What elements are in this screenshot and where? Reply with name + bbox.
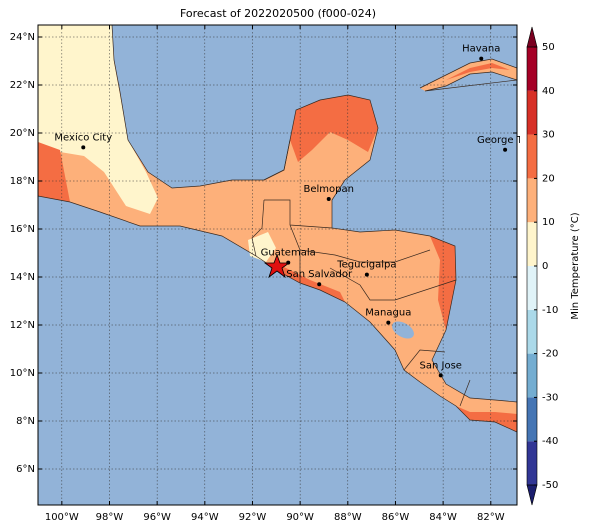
place-marker [326,197,331,201]
colorbar-tick-label: -10 [542,305,558,316]
y-tick-label: 20°N [10,128,35,139]
place-label: Havana [462,44,500,55]
colorbar-segment [527,134,537,179]
x-tick-label: 100°W [45,512,79,523]
place-label: Managua [365,308,411,319]
colorbar-segment [527,90,537,135]
x-tick-label: 90°W [286,512,314,523]
x-tick-label: 98°W [96,512,124,523]
colorbar: -50 -40 -30 -20 -10 0 10 20 30 40 50 Min Temperatur… [526,26,581,506]
x-tick-label: 92°W [239,512,267,523]
place-label: Belmopan [304,184,354,195]
place-label: Guatemala [261,248,316,259]
place-marker [386,320,391,325]
warm-region [430,236,456,330]
colorbar-segment [527,178,537,223]
colorbar-tick-label: 40 [542,86,555,97]
place-marker [479,56,484,61]
colorbar-tick-label: 10 [542,217,555,228]
colorbar-segment [527,353,537,398]
x-tick-label: 84°W [429,512,457,523]
colorbar-segment [527,222,537,266]
colorbar-segment [527,309,537,354]
place-marker [81,145,86,150]
colorbar-tick-label: -50 [542,480,558,491]
title: Forecast of 2022020500 (f000-024) [180,7,376,20]
place-marker [438,373,443,378]
highland [38,25,158,214]
colorbar-tick-label: 0 [542,261,548,272]
colorbar-segment [527,266,537,310]
x-tick-label: 96°W [143,512,171,523]
place-label: San Jose [420,360,462,371]
y-tick-label: 8°N [16,416,35,427]
place-label: Mexico City [54,132,112,143]
y-tick-label: 24°N [10,32,35,43]
lake [392,321,414,339]
place-marker [286,260,291,265]
colorbar-tick-label: 30 [542,130,555,141]
star-marker [263,253,291,279]
coastline [38,25,517,433]
colorbar-segment [527,47,537,91]
y-tick-label: 10°N [10,368,35,379]
highland [248,232,276,262]
grid [38,25,517,505]
colorbar-segment [527,397,537,442]
places: Havana Mexico City George Tov Belmopan Guate… [54,44,533,378]
place-marker [503,147,508,152]
colorbar-label: Min Temperature (°C) [570,212,581,319]
colorbar-segment [527,441,537,485]
cuba-warm [446,63,510,80]
map-frame [37,24,518,506]
x-tick-label: 88°W [334,512,362,523]
y-tick-label: 18°N [10,176,35,187]
colorbar-tick-label: -20 [542,349,558,360]
y-tick-label: 6°N [16,464,35,475]
x-tick-label: 94°W [191,512,219,523]
map-area [38,25,517,505]
place-label: George Tov [477,135,533,146]
colorbar-tick-label: -30 [542,392,558,403]
y-tick-label: 14°N [10,272,35,283]
x-tick-label: 86°W [382,512,410,523]
warm-region [395,350,517,432]
place-label: San Salvador [286,269,353,280]
warm-region [290,95,378,162]
y-tick-label: 12°N [10,320,35,331]
place-label: Tegucigalpa [336,260,396,271]
colorbar-tick-label: 50 [542,42,555,53]
x-tick-label: 82°W [477,512,505,523]
place-marker [364,272,369,277]
y-tick-label: 16°N [10,224,35,235]
y-tick-label: 22°N [10,80,35,91]
colorbar-tick-label: 20 [542,173,555,184]
colorbar-tick-label: -40 [542,436,558,447]
place-marker [317,282,322,287]
